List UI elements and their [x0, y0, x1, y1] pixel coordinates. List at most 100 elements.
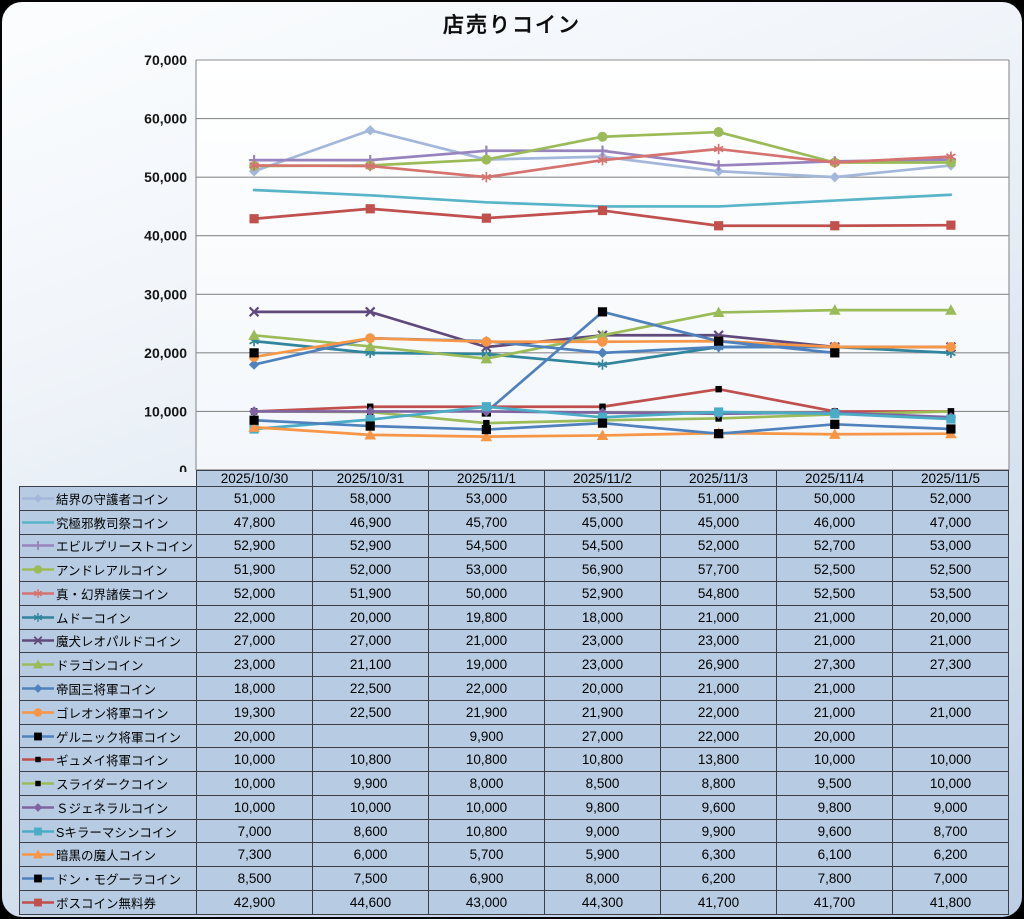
- value-cell: 10,000: [196, 747, 313, 773]
- value-cell: 9,900: [660, 818, 777, 844]
- date-header: 2025/11/1: [428, 470, 545, 487]
- value-cell: 51,900: [196, 557, 313, 583]
- value-cell: 22,000: [660, 723, 777, 749]
- value-cell: 27,000: [196, 628, 313, 654]
- value-cell: 27,300: [892, 652, 1009, 678]
- legend-label: アンドレアルコイン: [56, 564, 168, 579]
- legend-item: ボスコイン無料券: [19, 890, 197, 915]
- value-cell: 50,000: [776, 486, 893, 511]
- y-axis-tick-label: 70,000: [144, 52, 187, 68]
- series-17: [249, 204, 956, 231]
- value-cell: 9,000: [892, 794, 1009, 820]
- legend-item: 結界の守護者コイン: [19, 486, 197, 511]
- value-cell: 41,700: [776, 890, 893, 915]
- legend-label: ムドーコイン: [56, 611, 132, 626]
- value-cell: 22,000: [428, 676, 545, 701]
- value-cell: 46,000: [776, 509, 893, 535]
- series-16: [249, 415, 956, 439]
- value-cell: 10,000: [196, 771, 313, 796]
- legend-label: エビルプリーストコイン: [56, 540, 193, 555]
- value-cell: 50,000: [428, 581, 545, 606]
- value-cell: [892, 676, 1009, 701]
- value-cell: 45,000: [544, 509, 661, 535]
- series-marker-icon: [22, 684, 54, 693]
- value-cell: 8,700: [892, 818, 1009, 844]
- legend-label: ゲルニック将軍コイン: [56, 730, 182, 745]
- value-cell: 10,000: [776, 747, 893, 773]
- legend-item: エビルプリーストコイン: [19, 533, 197, 559]
- data-table: 2025/10/30 2025/10/31 2025/11/1 2025/11/2 20…: [19, 470, 1009, 915]
- value-cell: 57,700: [660, 557, 777, 583]
- value-cell: [892, 723, 1009, 749]
- value-cell: 10,000: [892, 771, 1009, 796]
- value-cell: 58,000: [312, 486, 429, 511]
- value-cell: 6,300: [660, 842, 777, 868]
- legend-item: Ｓジェネラルコイン: [19, 794, 197, 820]
- value-cell: 8,800: [660, 771, 777, 796]
- value-cell: 53,500: [892, 581, 1009, 606]
- value-cell: 9,800: [776, 794, 893, 820]
- value-cell: 7,000: [196, 818, 313, 844]
- table-row: Ｓジェネラルコイン 10,000 10,000 10,000 9,800 9,600 9,8…: [19, 794, 1009, 820]
- value-cell: 42,900: [196, 890, 313, 915]
- plot-area: [196, 60, 1009, 470]
- date-header: 2025/11/2: [544, 470, 661, 487]
- series-marker-icon: [22, 520, 54, 524]
- legend-item: ゲルニック将軍コイン: [19, 723, 197, 749]
- value-cell: 21,000: [660, 676, 777, 701]
- value-cell: 52,700: [776, 533, 893, 559]
- y-axis-tick-label: 20,000: [144, 345, 187, 361]
- value-cell: 8,500: [196, 866, 313, 892]
- value-cell: 52,000: [660, 533, 777, 559]
- legend-item: スライダークコイン: [19, 771, 197, 796]
- series-marker-icon: [22, 780, 54, 787]
- value-cell: 8,500: [544, 771, 661, 796]
- value-cell: 5,900: [544, 842, 661, 868]
- value-cell: 52,000: [892, 486, 1009, 511]
- value-cell: 10,800: [428, 818, 545, 844]
- value-cell: 18,000: [544, 604, 661, 630]
- value-cell: 47,000: [892, 509, 1009, 535]
- value-cell: 20,000: [544, 676, 661, 701]
- table-row: 真・幻界諸侯コイン 52,000 51,900 50,000 52,900 54,800 5…: [19, 581, 1009, 606]
- series-marker-icon: [22, 565, 54, 574]
- legend-label: ゴレオン将軍コイン: [56, 706, 169, 721]
- line-chart: 0 10,000 20,000 30,000 40,000 50,000 60,000 70,…: [144, 52, 1010, 472]
- table-row: ゲルニック将軍コイン 20,000 9,900 27,000 22,000 20,000: [19, 723, 1009, 749]
- value-cell: 52,500: [776, 557, 893, 583]
- value-cell: 54,500: [544, 533, 661, 559]
- value-cell: 20,000: [312, 604, 429, 630]
- y-axis-tick-label: 0: [179, 462, 187, 472]
- legend-label: 結界の守護者コイン: [56, 492, 169, 507]
- value-cell: 21,900: [544, 699, 661, 725]
- table-row: ムドーコイン 22,000 20,000 19,800 18,000 21,000 21,0…: [19, 604, 1009, 630]
- value-cell: 26,900: [660, 652, 777, 678]
- series-marker-icon: [22, 636, 54, 646]
- value-cell: 10,000: [428, 794, 545, 820]
- value-cell: 21,000: [428, 628, 545, 654]
- value-cell: 23,000: [544, 628, 661, 654]
- value-cell: 20,000: [196, 723, 313, 749]
- legend-item: 暗黒の魔人コイン: [19, 842, 197, 868]
- value-cell: 9,800: [544, 794, 661, 820]
- date-header: 2025/11/4: [776, 470, 893, 487]
- series-marker-icon: [22, 757, 54, 763]
- value-cell: 10,000: [196, 794, 313, 820]
- y-axis-tick-label: 60,000: [144, 111, 187, 127]
- table-row: ドン・モグーラコイン 8,500 7,500 6,900 8,000 6,200 7,800…: [19, 866, 1009, 892]
- legend-label: スライダークコイン: [56, 778, 169, 793]
- table-row: Sキラーマシンコイン 7,000 8,600 10,800 9,000 9,900 9,60…: [19, 818, 1009, 844]
- value-cell: 52,000: [312, 557, 429, 583]
- value-cell: 10,800: [544, 747, 661, 773]
- table-row: ゴレオン将軍コイン 19,300 22,500 21,900 21,900 22,000 2…: [19, 699, 1009, 725]
- value-cell: 52,500: [892, 557, 1009, 583]
- value-cell: 51,000: [660, 486, 777, 511]
- value-cell: 22,000: [196, 604, 313, 630]
- value-cell: 9,900: [428, 723, 545, 749]
- table-header-row: 2025/10/30 2025/10/31 2025/11/1 2025/11/2 20…: [20, 470, 1009, 487]
- value-cell: 56,900: [544, 557, 661, 583]
- table-row: 帝国三将軍コイン 18,000 22,500 22,000 20,000 21,000 21…: [19, 676, 1009, 701]
- value-cell: 6,000: [312, 842, 429, 868]
- table-row: 結界の守護者コイン 51,000 58,000 53,000 53,500 51,000 5…: [19, 486, 1009, 511]
